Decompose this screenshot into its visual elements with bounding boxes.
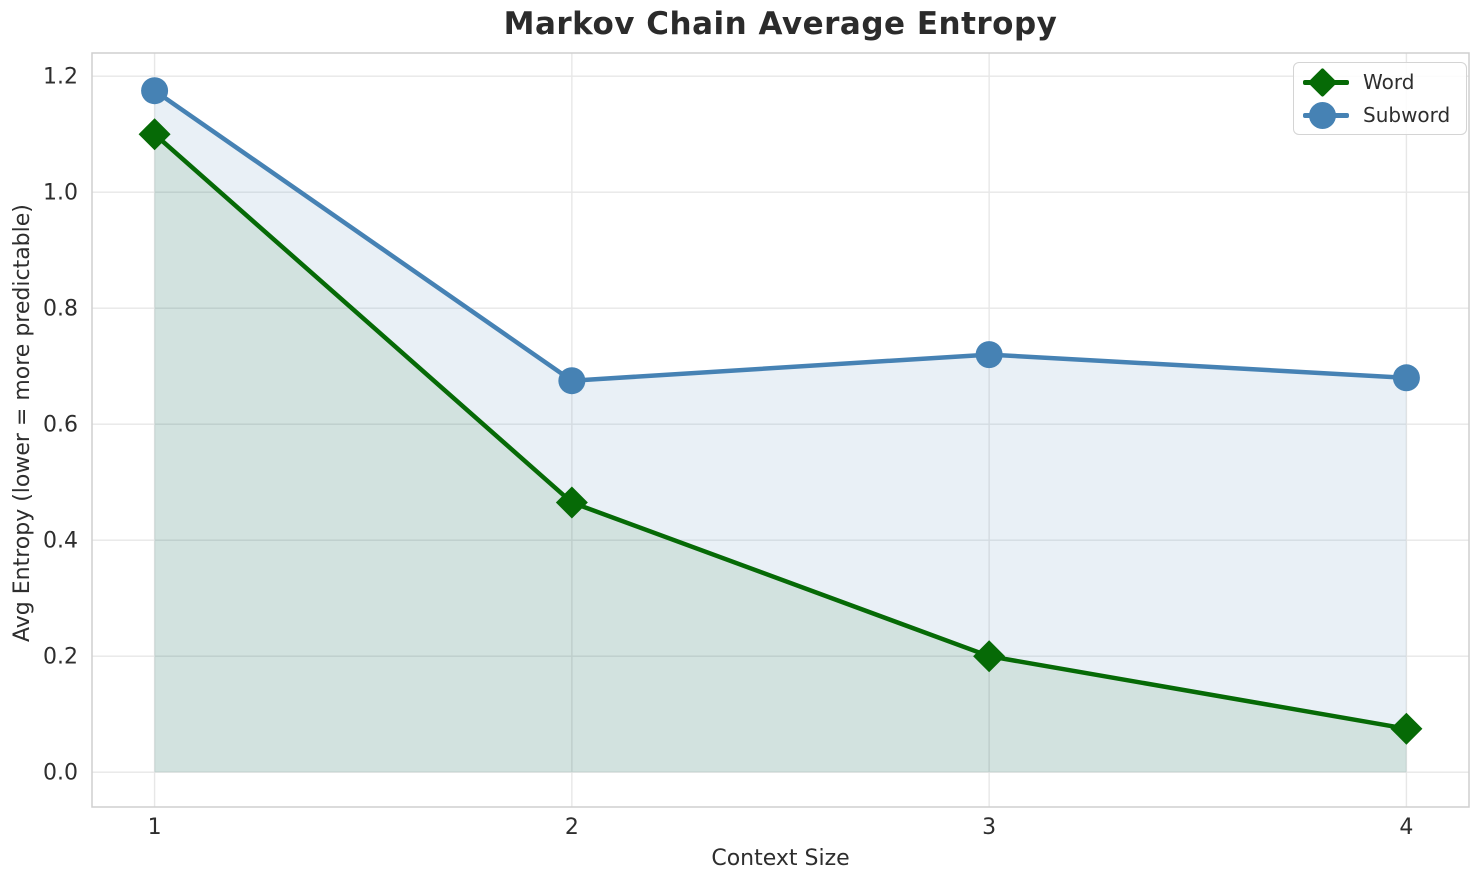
legend-item-subword: Subword bbox=[1303, 101, 1450, 129]
x-tick-label: 4 bbox=[1399, 815, 1413, 840]
legend-label-word: Word bbox=[1363, 70, 1415, 94]
x-axis-label: Context Size bbox=[711, 846, 850, 871]
y-axis-label: Avg Entropy (lower = more predictable) bbox=[10, 204, 35, 642]
tick-labels: 0.0 0.2 0.4 0.6 0.8 1.0 1.2 1 2 3 4 bbox=[43, 65, 1413, 840]
area-fill-subword bbox=[154, 90, 1407, 773]
x-tick-label: 3 bbox=[982, 815, 996, 840]
y-tick-label: 0.6 bbox=[43, 413, 78, 438]
word-diamond-swatch bbox=[1307, 67, 1337, 97]
word-diamond-marker-icon bbox=[1303, 67, 1349, 97]
y-tick-label: 1.2 bbox=[43, 65, 78, 90]
chart-title: Markov Chain Average Entropy bbox=[503, 6, 1058, 42]
series-line-subword bbox=[152, 88, 1409, 383]
y-tick-label: 0.2 bbox=[43, 645, 78, 670]
y-tick-label: 1.0 bbox=[43, 181, 78, 206]
data-point-subword bbox=[558, 367, 586, 395]
series-line-word bbox=[152, 131, 1409, 731]
plot-border bbox=[91, 52, 1470, 808]
legend: Word Subword bbox=[1293, 62, 1468, 135]
legend-item-word: Word bbox=[1303, 67, 1450, 97]
y-tick-label: 0.0 bbox=[43, 761, 78, 786]
x-tick-label: 1 bbox=[148, 815, 162, 840]
subword-circle-swatch bbox=[1308, 101, 1336, 129]
subword-circle-marker-icon bbox=[1303, 101, 1349, 129]
area-fill-word bbox=[154, 134, 1407, 773]
data-point-word bbox=[973, 640, 1006, 673]
data-point-subword bbox=[1392, 364, 1420, 392]
legend-label-subword: Subword bbox=[1363, 103, 1451, 127]
data-point-subword bbox=[141, 77, 169, 105]
data-point-word bbox=[1390, 712, 1423, 745]
y-tick-label: 0.4 bbox=[43, 529, 78, 554]
data-point-word bbox=[555, 486, 588, 519]
data-point-word bbox=[138, 118, 171, 151]
y-tick-label: 0.8 bbox=[43, 297, 78, 322]
gridlines bbox=[92, 53, 1469, 807]
data-point-subword bbox=[975, 341, 1003, 369]
x-tick-label: 2 bbox=[565, 815, 579, 840]
